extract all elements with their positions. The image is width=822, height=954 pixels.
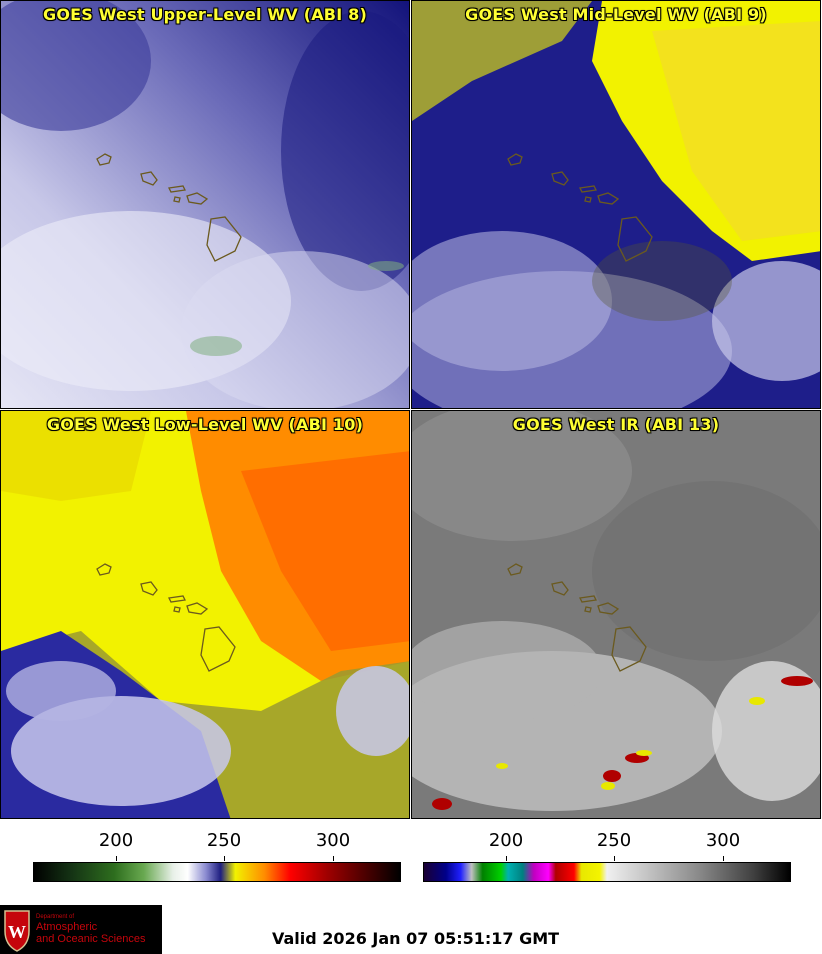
- panel-title: GOES West Upper-Level WV (ABI 8): [43, 5, 367, 24]
- upper-level-wv-panel: GOES West Upper-Level WV (ABI 8): [0, 0, 410, 409]
- tick-label: 200: [488, 830, 524, 851]
- valid-time: Valid 2026 Jan 07 05:51:17 GMT: [272, 929, 560, 948]
- ir-panel: GOES West IR (ABI 13): [411, 410, 821, 819]
- tick-mark: [116, 856, 117, 861]
- ir-image: [412, 411, 820, 818]
- tick-label: 300: [705, 830, 741, 851]
- tick-label: 200: [98, 830, 134, 851]
- tick-label: 250: [206, 830, 242, 851]
- tick-mark: [333, 856, 334, 861]
- tick-label: 250: [596, 830, 632, 851]
- crest-icon: W: [4, 910, 30, 952]
- uw-aos-logo: W Department of Atmospheric and Oceanic …: [0, 905, 162, 954]
- ir-colorbar: [423, 862, 791, 882]
- panel-title: GOES West Mid-Level WV (ABI 9): [465, 5, 767, 24]
- tick-mark: [506, 856, 507, 861]
- panel-title: GOES West IR (ABI 13): [512, 415, 720, 434]
- wv-colorbar: [33, 862, 401, 882]
- logo-line-1: Department of: [36, 914, 75, 920]
- low-level-wv-panel: GOES West Low-Level WV (ABI 10): [0, 410, 410, 819]
- tick-mark: [224, 856, 225, 861]
- logo-line-2: Atmospheric: [36, 921, 98, 933]
- mid-level-wv-image: [412, 1, 820, 408]
- tick-label: 300: [315, 830, 351, 851]
- tick-mark: [723, 856, 724, 861]
- tick-mark: [614, 856, 615, 861]
- mid-level-wv-panel: GOES West Mid-Level WV (ABI 9): [411, 0, 821, 409]
- low-level-wv-image: [1, 411, 409, 818]
- logo-line-3: and Oceanic Sciences: [36, 933, 146, 945]
- svg-text:W: W: [8, 922, 26, 942]
- upper-level-wv-image: [1, 1, 409, 408]
- panel-title: GOES West Low-Level WV (ABI 10): [46, 415, 364, 434]
- logo-text: Department of Atmospheric and Oceanic Sc…: [36, 914, 145, 945]
